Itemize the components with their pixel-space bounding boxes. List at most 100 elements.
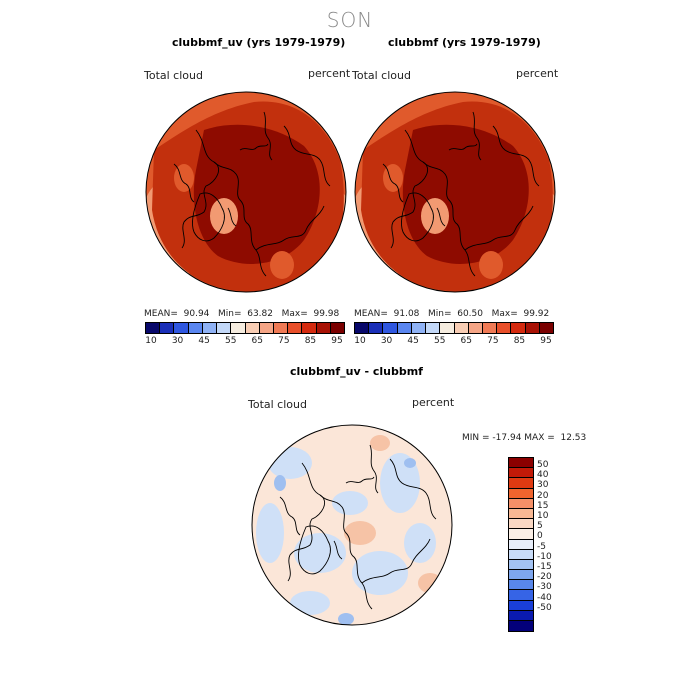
colorbar-right-swatch [411, 323, 427, 333]
max-label-left: Max= [281, 309, 308, 319]
negative-anomaly [268, 447, 312, 479]
colorbar-left-tick-label: 85 [304, 336, 317, 346]
colorbar-left-swatch [302, 323, 317, 333]
high-cloud-region [193, 124, 320, 264]
coastline [227, 207, 237, 227]
map-border [145, 91, 347, 293]
colorbar-right-swatch [426, 323, 441, 333]
map-field [146, 92, 346, 292]
colorbar-left-swatch [316, 323, 331, 333]
colorbar-left-swatch [259, 323, 274, 333]
colorbar-diff-tick-label: 40 [537, 470, 549, 481]
colorbar-diff-tick-label: -10 [537, 551, 552, 562]
coastline [333, 540, 343, 560]
colorbar-diff-swatch [509, 458, 533, 469]
max-value-left: 99.98 [313, 309, 340, 319]
colorbar-ticks-diff: 50 40 30 20 15 10 5 0 -5 -10 -15 -20 -30 -40 -50 [537, 457, 577, 627]
colorbar-right-tick-label: 10 [354, 336, 366, 346]
coastline [422, 161, 476, 277]
mean-label-right: MEAN= [354, 309, 388, 319]
negative-anomaly [404, 458, 416, 468]
colorbar-right [354, 322, 554, 334]
colorbar-diff-swatch [509, 549, 533, 560]
colorbar-right-swatch [482, 323, 498, 333]
colorbar-left-swatch [231, 323, 246, 333]
polar-map-diff [251, 424, 453, 626]
colorbar-right-swatch [440, 323, 455, 333]
colorbar-left-tick-label: 95 [331, 336, 343, 346]
colorbar-diff [508, 457, 534, 633]
greenland-low-region [421, 198, 449, 234]
negative-anomaly [256, 503, 284, 563]
colorbar-left-swatch [245, 323, 260, 333]
negative-anomaly [274, 475, 286, 491]
colorbar-left-swatch [217, 323, 232, 333]
colorbar-diff-swatch [509, 498, 533, 509]
colorbar-right-swatch [454, 323, 469, 333]
panel-title-diff: clubbmf_uv - clubbmf [290, 365, 423, 378]
colorbar-right-tick-label: 75 [487, 336, 499, 346]
mean-value-right: 91.08 [393, 309, 420, 319]
units-label-left: percent [308, 67, 351, 80]
colorbar-diff-swatch [509, 468, 533, 479]
coastline [464, 205, 534, 251]
colorbar-right-tick-label: 45 [407, 336, 419, 346]
colorbar-left-swatch [188, 323, 203, 333]
season-title: SON [326, 8, 374, 32]
positive-anomaly [344, 521, 376, 545]
min-label-left: Min= [217, 309, 242, 319]
coastline [369, 444, 379, 494]
colorbar-diff-swatch [509, 519, 533, 530]
coastline [472, 111, 482, 161]
high-cloud-region [402, 124, 529, 264]
colorbar-right-tick-label: 65 [460, 336, 472, 346]
coastline [448, 143, 478, 151]
low-cloud-region [479, 251, 503, 279]
colorbar-ticks-right: 10 30 45 55 65 75 85 95 [354, 336, 552, 350]
colorbar-left-swatch [160, 323, 175, 333]
coastline [390, 129, 428, 249]
units-label-diff: percent [412, 396, 455, 409]
panel-title-left: clubbmf_uv (yrs 1979-1979) [172, 36, 346, 49]
colorbar-right-swatch [511, 323, 526, 333]
colorbar-diff-tick-label: -15 [537, 562, 552, 572]
colorbar-diff-swatch [509, 539, 533, 550]
positive-anomaly [370, 435, 390, 451]
colorbar-left-tick-label: 45 [198, 336, 210, 346]
colorbar-left-swatch [146, 323, 161, 333]
colorbar-diff-tick-label: -20 [537, 572, 552, 583]
colorbar-diff-tick-label: 20 [537, 490, 549, 501]
colorbar-right-swatch [383, 323, 398, 333]
coastline [361, 538, 431, 584]
map-border [251, 424, 453, 626]
colorbar-right-swatch [397, 323, 412, 333]
var-label-right: Total cloud [352, 69, 411, 82]
colorbar-diff-swatch [509, 570, 533, 581]
units-label-right: percent [516, 67, 559, 80]
colorbar-left-swatch [330, 323, 345, 333]
negative-anomaly [404, 523, 436, 563]
max-value-right: 99.92 [523, 309, 550, 319]
colorbar-left-tick-label: 10 [145, 336, 157, 346]
colorbar-left-tick-label: 55 [224, 336, 237, 346]
colorbar-left-swatch [273, 323, 289, 333]
colorbar-diff-swatch [509, 478, 533, 489]
coastline [173, 163, 195, 203]
colorbar-diff-swatch [509, 590, 533, 601]
coastline [382, 163, 404, 203]
coastline [239, 143, 269, 151]
max-label-right: Max= [491, 309, 518, 319]
colorbar-right-swatch [468, 323, 483, 333]
polar-map-left [145, 91, 347, 293]
colorbar-left-tick-label: 65 [251, 336, 263, 346]
colorbar-diff-swatch [509, 580, 533, 591]
stats-right: MEAN= 91.08 Min= 60.50 Max= 99.92 [354, 309, 549, 319]
negative-anomaly [290, 591, 330, 615]
colorbar-diff-tick-label: -5 [537, 541, 546, 552]
colorbar-diff-swatch [509, 559, 533, 571]
map-field [252, 425, 452, 625]
colorbar-right-swatch [369, 323, 384, 333]
coastline [400, 192, 434, 242]
colorbar-diff-swatch [509, 529, 533, 540]
colorbar-diff-tick-label: 50 [537, 460, 549, 470]
